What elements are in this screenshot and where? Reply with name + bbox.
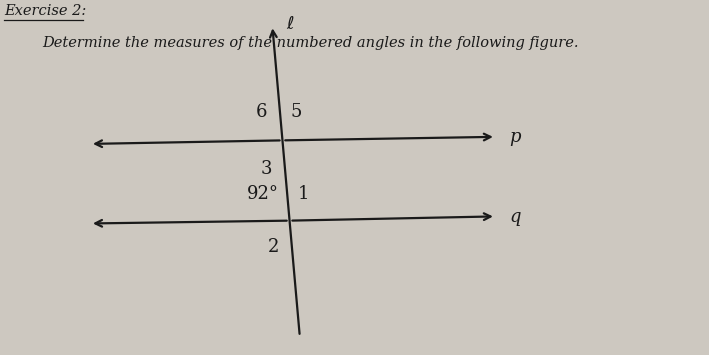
- Text: 6: 6: [256, 103, 267, 121]
- Text: 3: 3: [261, 160, 272, 178]
- Text: p: p: [510, 128, 521, 146]
- Text: 5: 5: [291, 103, 302, 121]
- Text: 1: 1: [298, 185, 309, 203]
- Text: q: q: [510, 208, 521, 226]
- Text: Determine the measures of the numbered angles in the following figure.: Determine the measures of the numbered a…: [42, 36, 579, 50]
- Text: $\ell$: $\ell$: [286, 15, 295, 33]
- Text: 92°: 92°: [247, 185, 279, 203]
- Text: Exercise 2:: Exercise 2:: [4, 4, 86, 18]
- Text: 2: 2: [268, 238, 279, 256]
